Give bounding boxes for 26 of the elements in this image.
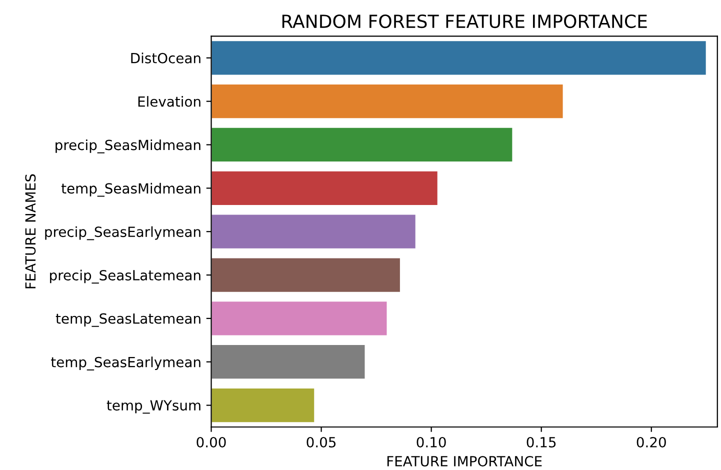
bar [211,170,438,206]
x-tick-label: 0.15 [526,436,556,448]
bar [211,257,402,293]
x-axis-title: FEATURE IMPORTANCE [387,456,542,466]
y-tick-label: temp_SeasMidmean [61,182,200,197]
y-tick-label: Elevation [138,96,200,107]
y-tick-label: temp_SeasEarlymean [51,356,200,370]
chart-title: RANDOM FOREST FEATURE IMPORTANCE [282,14,647,28]
bar [211,126,514,163]
bar [211,387,316,424]
bar [211,40,707,76]
x-tick-label: 0.05 [306,436,336,448]
y-tick-label: precip_SeasMidmean [56,139,200,154]
y-tick-label: temp_WYsum [106,400,200,414]
bar [211,300,388,336]
x-tick-label: 0.20 [636,436,666,448]
x-tick-label: 0.10 [416,436,446,448]
y-tick-label: precip_SeasLatemean [50,270,200,284]
bar [211,83,564,120]
y-tick-label: DistOcean [131,52,200,64]
bar [211,214,416,250]
bar [211,344,366,380]
y-tick-label: precip_SeasEarlymean [45,226,200,240]
y-tick-label: temp_SeasLatemean [56,313,200,327]
y-axis-title: FEATURE NAMES [25,174,36,288]
x-tick-label: 0.00 [196,436,226,448]
